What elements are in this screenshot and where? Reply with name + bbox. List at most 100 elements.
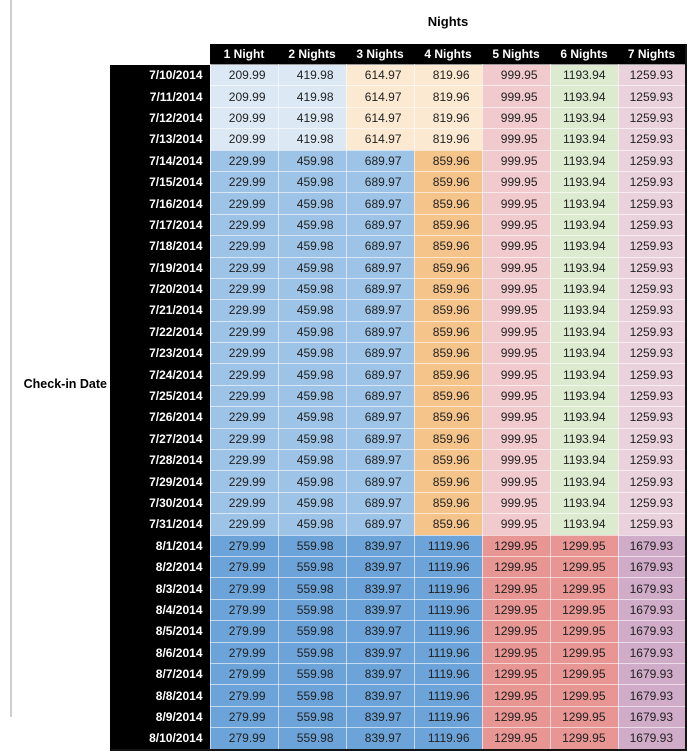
price-cell: 1193.94: [549, 170, 619, 194]
price-cell: 999.95: [481, 128, 551, 151]
date-cell: 7/19/2014: [110, 257, 210, 279]
price-cell: 1259.93: [617, 342, 687, 365]
price-cell: 689.97: [345, 213, 415, 237]
column-header: 2 Nights: [278, 44, 346, 65]
price-cell: 229.99: [209, 406, 279, 429]
price-cell: 559.98: [277, 662, 347, 686]
price-cell: 839.97: [345, 555, 415, 579]
price-cell: 999.95: [481, 85, 551, 108]
price-cell: 839.97: [345, 577, 415, 600]
date-cell: 7/28/2014: [110, 449, 210, 471]
price-cell: 1679.93: [617, 727, 687, 750]
price-cell: 229.99: [209, 320, 279, 344]
price-cell: 1299.95: [549, 641, 619, 664]
date-cell: 8/6/2014: [110, 642, 210, 664]
price-cell: 859.96: [413, 342, 483, 365]
price-cell: 689.97: [345, 299, 415, 322]
price-cell: 999.95: [481, 342, 551, 365]
price-cell: 459.98: [277, 384, 347, 408]
date-cell: 8/10/2014: [110, 727, 210, 750]
price-cell: 689.97: [345, 470, 415, 493]
table-row: 7/14/2014 229.99 459.98 689.97 859.96 999.95 1…: [110, 149, 687, 172]
price-cell: 1299.95: [549, 555, 619, 579]
price-cell: 1259.93: [617, 299, 687, 322]
price-cell: 1299.95: [549, 684, 619, 707]
table-row: 8/2/2014 279.99 559.98 839.97 1119.96 1299.95…: [110, 555, 687, 579]
price-cell: 859.96: [413, 149, 483, 172]
table-row: 7/31/2014 229.99 459.98 689.97 859.96 999.95 1…: [110, 513, 687, 536]
price-cell: 689.97: [345, 256, 415, 279]
price-cell: 819.96: [413, 106, 483, 130]
price-cell: 1679.93: [617, 662, 687, 686]
table-row: 7/24/2014 229.99 459.98 689.97 859.96 999.95 1…: [110, 363, 687, 386]
price-cell: 999.95: [481, 192, 551, 215]
date-cell: 7/14/2014: [110, 150, 210, 172]
date-cell: 7/16/2014: [110, 192, 210, 215]
price-cell: 689.97: [345, 149, 415, 172]
price-cell: 1679.93: [617, 641, 687, 664]
price-cell: 1299.95: [549, 727, 619, 750]
price-cell: 689.97: [345, 170, 415, 194]
price-cell: 999.95: [481, 277, 551, 301]
price-cell: 1259.93: [617, 128, 687, 151]
price-cell: 1119.96: [413, 641, 483, 664]
table-row: 7/26/2014 229.99 459.98 689.97 859.96 999.95 1…: [110, 406, 687, 429]
price-cell: 1299.95: [481, 662, 551, 686]
price-cell: 459.98: [277, 513, 347, 536]
price-cell: 209.99: [209, 128, 279, 151]
price-cell: 1299.95: [549, 620, 619, 643]
table-row: 7/20/2014 229.99 459.98 689.97 859.96 999.95 1…: [110, 277, 687, 301]
checkin-date-label: Check-in Date: [23, 377, 107, 391]
price-cell: 1119.96: [413, 620, 483, 643]
price-cell: 559.98: [277, 555, 347, 579]
price-cell: 1119.96: [413, 577, 483, 600]
price-cell: 1193.94: [549, 320, 619, 344]
price-cell: 279.99: [209, 684, 279, 707]
price-cell: 459.98: [277, 363, 347, 386]
price-cell: 859.96: [413, 320, 483, 344]
price-cell: 1259.93: [617, 256, 687, 279]
column-header: 7 Nights: [618, 44, 686, 65]
header-row: 1 Night 2 Nights 3 Nights 4 Nights 5 Nights 6…: [110, 44, 686, 65]
price-cell: 839.97: [345, 662, 415, 686]
price-cell: 279.99: [209, 598, 279, 622]
price-cell: 229.99: [209, 427, 279, 451]
price-cell: 839.97: [345, 727, 415, 750]
price-cell: 459.98: [277, 470, 347, 493]
price-cell: 839.97: [345, 641, 415, 664]
price-cell: 859.96: [413, 213, 483, 237]
price-cell: 1119.96: [413, 555, 483, 579]
price-cell: 839.97: [345, 620, 415, 643]
price-cell: 999.95: [481, 320, 551, 344]
price-cell: 859.96: [413, 449, 483, 472]
table-row: 8/4/2014 279.99 559.98 839.97 1119.96 1299.95…: [110, 598, 687, 622]
price-cell: 459.98: [277, 256, 347, 279]
column-header: 1 Night: [210, 44, 278, 65]
column-header: 4 Nights: [414, 44, 482, 65]
date-cell: 7/15/2014: [110, 171, 210, 193]
price-cell: 559.98: [277, 534, 347, 557]
price-cell: 279.99: [209, 577, 279, 600]
table-row: 8/1/2014 279.99 559.98 839.97 1119.96 1299.95…: [110, 534, 687, 557]
price-cell: 229.99: [209, 449, 279, 472]
price-cell: 459.98: [277, 192, 347, 215]
price-cell: 459.98: [277, 149, 347, 172]
price-cell: 1259.93: [617, 406, 687, 429]
price-cell: 689.97: [345, 320, 415, 344]
price-cell: 999.95: [481, 513, 551, 536]
column-header: 6 Nights: [550, 44, 618, 65]
date-cell: 8/7/2014: [110, 663, 210, 685]
price-cell: 859.96: [413, 384, 483, 408]
date-cell: 8/1/2014: [110, 535, 210, 557]
price-cell: 1193.94: [549, 277, 619, 301]
price-cell: 859.96: [413, 513, 483, 536]
price-cell: 1193.94: [549, 149, 619, 172]
price-cell: 459.98: [277, 277, 347, 301]
price-cell: 459.98: [277, 170, 347, 194]
price-cell: 209.99: [209, 106, 279, 130]
price-cell: 689.97: [345, 192, 415, 215]
price-cell: 819.96: [413, 128, 483, 151]
price-cell: 1193.94: [549, 470, 619, 493]
date-cell: 7/17/2014: [110, 214, 210, 236]
price-cell: 1193.94: [549, 342, 619, 365]
